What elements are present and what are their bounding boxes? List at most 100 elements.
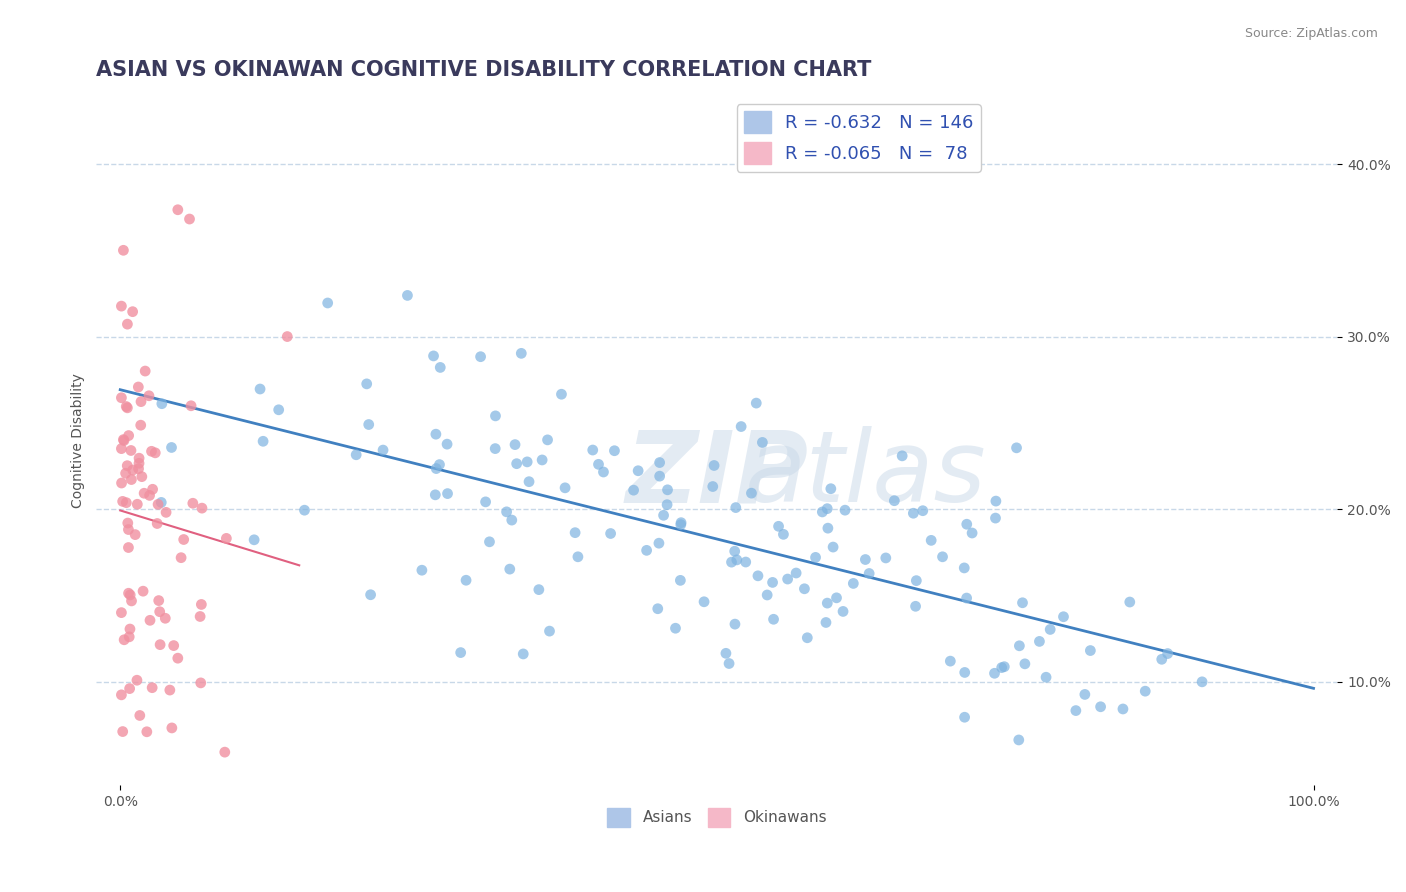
- Point: [823, 540, 845, 554]
- Point: [652, 508, 675, 523]
- Point: [730, 419, 752, 434]
- Point: [761, 575, 783, 590]
- Point: [1011, 596, 1033, 610]
- Point: [505, 457, 527, 471]
- Point: [648, 536, 671, 550]
- Point: [114, 467, 136, 481]
- Point: [939, 654, 962, 668]
- Point: [527, 582, 550, 597]
- Point: [756, 588, 779, 602]
- Point: [702, 479, 724, 493]
- Point: [501, 513, 523, 527]
- Point: [1191, 674, 1213, 689]
- Point: [356, 376, 378, 391]
- Point: [143, 446, 166, 460]
- Point: [436, 486, 458, 500]
- Point: [834, 503, 856, 517]
- Point: [883, 493, 905, 508]
- Text: atlas: atlas: [745, 426, 987, 523]
- Point: [636, 543, 658, 558]
- Point: [772, 527, 794, 541]
- Point: [118, 630, 141, 644]
- Point: [655, 498, 678, 512]
- Point: [718, 657, 741, 671]
- Point: [693, 595, 716, 609]
- Point: [128, 451, 150, 466]
- Point: [669, 574, 692, 588]
- Point: [150, 495, 173, 509]
- Point: [669, 516, 692, 530]
- Point: [904, 599, 927, 614]
- Point: [740, 486, 762, 500]
- Point: [815, 501, 838, 516]
- Point: [134, 364, 156, 378]
- Point: [669, 517, 692, 532]
- Point: [115, 400, 138, 414]
- Point: [955, 591, 977, 605]
- Point: [588, 458, 610, 472]
- Point: [891, 449, 914, 463]
- Point: [155, 611, 177, 625]
- Text: ZIP: ZIP: [626, 426, 808, 523]
- Point: [135, 724, 157, 739]
- Point: [1039, 623, 1062, 637]
- Point: [720, 555, 742, 569]
- Point: [117, 541, 139, 555]
- Point: [436, 437, 458, 451]
- Point: [128, 461, 150, 475]
- Point: [170, 550, 193, 565]
- Point: [903, 506, 925, 520]
- Point: [953, 710, 976, 724]
- Point: [1150, 652, 1173, 666]
- Point: [853, 552, 876, 566]
- Point: [1119, 595, 1142, 609]
- Point: [138, 389, 160, 403]
- Point: [142, 483, 165, 497]
- Text: ASIAN VS OKINAWAN COGNITIVE DISABILITY CORRELATION CHART: ASIAN VS OKINAWAN COGNITIVE DISABILITY C…: [97, 60, 872, 79]
- Point: [953, 665, 976, 680]
- Point: [110, 688, 132, 702]
- Point: [124, 527, 146, 541]
- Point: [875, 550, 897, 565]
- Point: [990, 660, 1012, 674]
- Legend: Asians, Okinawans: Asians, Okinawans: [602, 802, 832, 832]
- Point: [648, 469, 671, 483]
- Point: [110, 299, 132, 313]
- Point: [155, 505, 177, 519]
- Point: [111, 724, 134, 739]
- Point: [128, 708, 150, 723]
- Point: [592, 465, 614, 479]
- Point: [129, 418, 152, 433]
- Point: [214, 745, 236, 759]
- Point: [503, 437, 526, 451]
- Point: [1008, 733, 1031, 747]
- Point: [149, 605, 172, 619]
- Point: [953, 561, 976, 575]
- Point: [425, 461, 447, 475]
- Point: [112, 433, 135, 447]
- Point: [425, 427, 447, 442]
- Point: [825, 591, 848, 605]
- Point: [554, 481, 576, 495]
- Point: [474, 495, 496, 509]
- Point: [316, 296, 339, 310]
- Point: [1028, 634, 1050, 648]
- Point: [215, 532, 238, 546]
- Point: [252, 434, 274, 449]
- Point: [478, 534, 501, 549]
- Point: [344, 448, 367, 462]
- Point: [110, 606, 132, 620]
- Point: [127, 497, 149, 511]
- Point: [745, 396, 768, 410]
- Point: [1080, 643, 1102, 657]
- Point: [960, 526, 983, 541]
- Point: [776, 572, 799, 586]
- Point: [112, 632, 135, 647]
- Point: [422, 349, 444, 363]
- Point: [117, 458, 139, 473]
- Point: [191, 501, 214, 516]
- Text: Source: ZipAtlas.com: Source: ZipAtlas.com: [1244, 27, 1378, 40]
- Point: [148, 593, 170, 607]
- Point: [1074, 688, 1097, 702]
- Point: [1090, 699, 1112, 714]
